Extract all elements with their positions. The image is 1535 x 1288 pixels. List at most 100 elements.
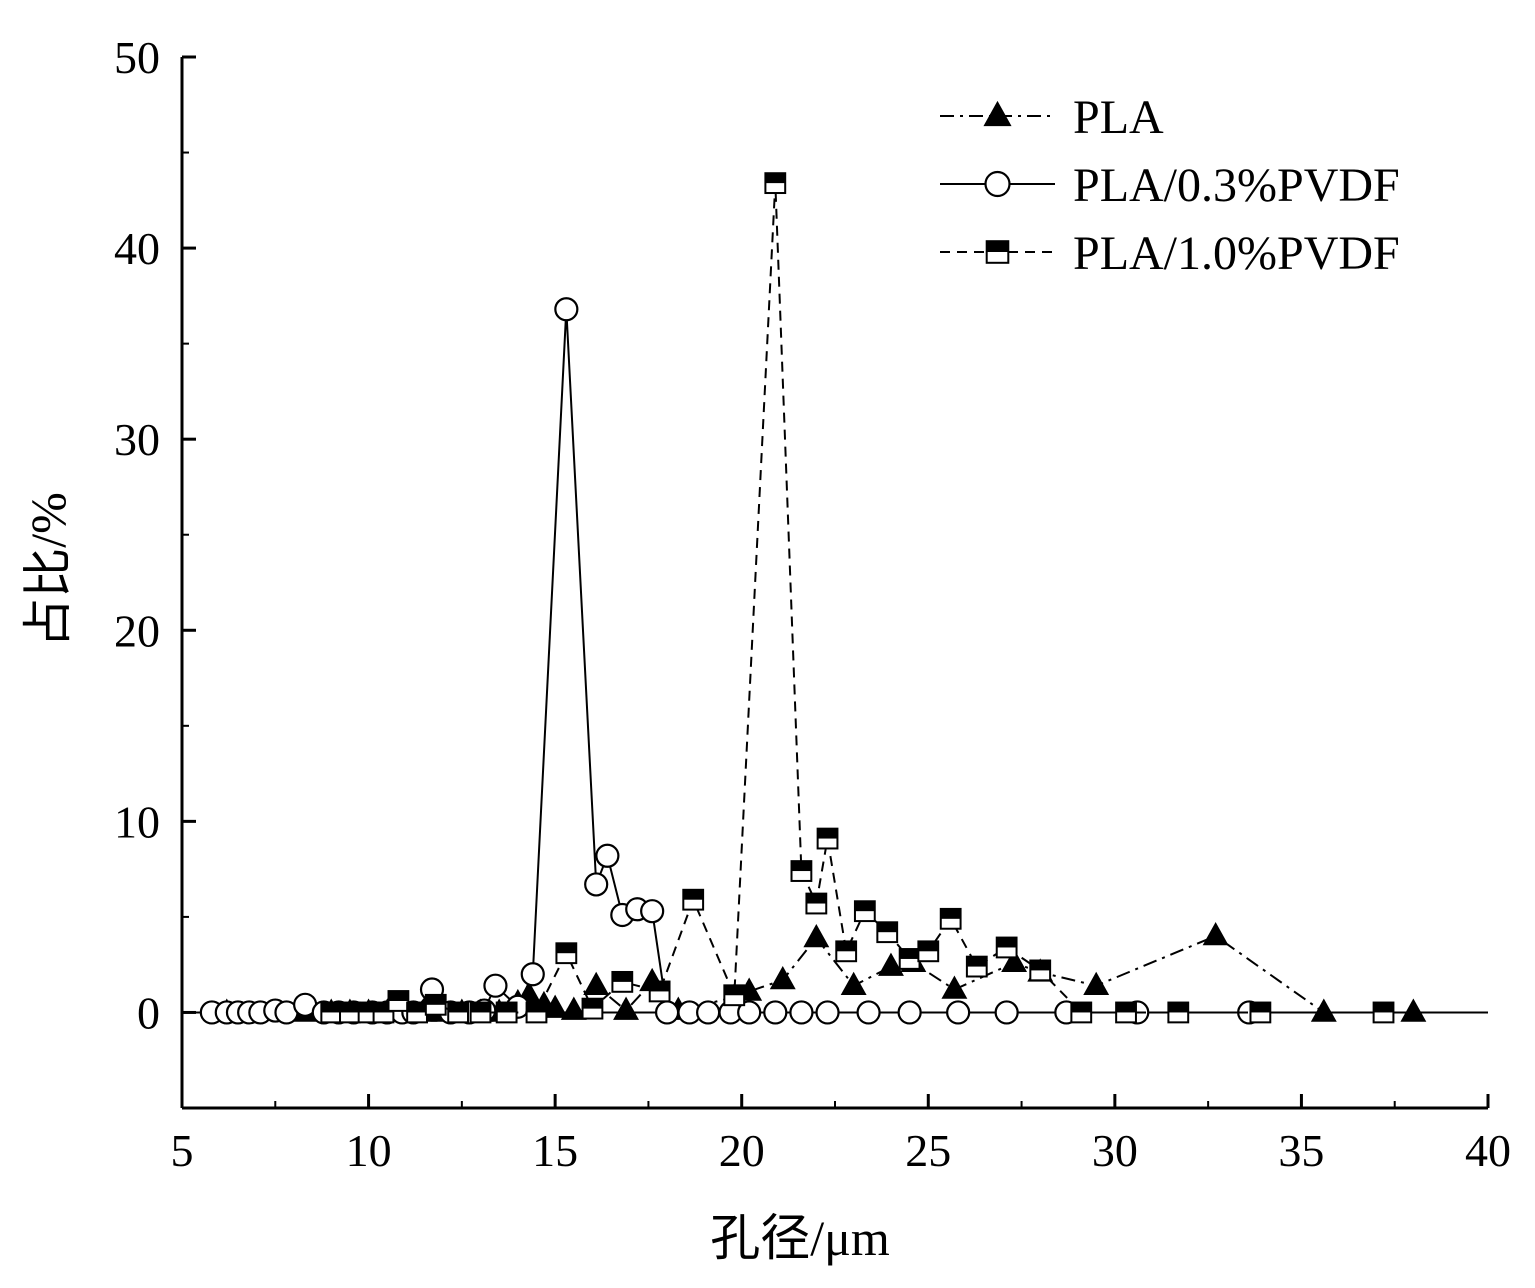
data-point-fill <box>806 893 827 904</box>
data-point <box>769 965 796 990</box>
data-point <box>696 1000 721 1025</box>
data-point <box>939 907 962 930</box>
data-point <box>1400 998 1427 1022</box>
data-point <box>737 1000 762 1025</box>
data-point <box>520 962 545 987</box>
data-point-fill <box>996 937 1017 948</box>
data-point-fill <box>556 943 577 954</box>
data-point-fill <box>388 991 409 1001</box>
data-point-fill <box>1250 1002 1271 1013</box>
data-point-fill <box>407 1002 427 1013</box>
data-point <box>876 921 899 944</box>
data-point <box>555 942 578 965</box>
x-tick-label: 30 <box>1092 1125 1138 1176</box>
x-tick-label: 40 <box>1465 1125 1511 1176</box>
data-point-fill <box>1030 960 1051 971</box>
data-point <box>648 980 671 1003</box>
data-point <box>790 860 813 882</box>
data-point-fill <box>836 941 857 952</box>
data-point <box>554 297 579 322</box>
data-point <box>1372 1001 1395 1024</box>
data-point <box>447 1001 470 1024</box>
data-point-fill <box>765 173 786 184</box>
data-point-fill <box>582 998 603 1009</box>
data-point-fill <box>854 901 875 912</box>
data-point <box>840 971 867 995</box>
legend-marker <box>983 100 1012 127</box>
data-point-fill <box>526 1002 547 1013</box>
data-point <box>856 1000 881 1025</box>
data-point <box>965 955 988 978</box>
series-2 <box>320 172 1395 1024</box>
legend-marker <box>985 240 1010 264</box>
data-point-fill <box>1071 1002 1092 1013</box>
y-tick-label: 20 <box>114 605 160 656</box>
data-point-fill <box>940 908 961 919</box>
data-point <box>805 892 828 915</box>
data-point <box>994 1000 1019 1025</box>
series-line <box>211 309 1250 1014</box>
data-point-fill <box>724 985 745 996</box>
x-tick-label: 35 <box>1278 1125 1324 1176</box>
data-point <box>898 948 921 970</box>
data-point <box>339 1001 361 1024</box>
data-point <box>611 970 634 993</box>
y-tick-label: 0 <box>137 987 160 1038</box>
x-tick-label: 20 <box>719 1125 765 1176</box>
data-point <box>595 843 620 868</box>
data-point-fill <box>448 1002 469 1013</box>
data-point <box>878 952 904 976</box>
data-point <box>1029 959 1052 982</box>
x-axis-label: 孔径/μm <box>710 1210 890 1266</box>
data-point <box>483 973 508 998</box>
data-point <box>654 1000 680 1025</box>
x-tick-label: 5 <box>171 1125 194 1176</box>
data-point <box>1310 998 1337 1022</box>
data-point-fill <box>791 861 812 872</box>
data-point-fill <box>877 922 898 933</box>
data-point-fill <box>470 1002 491 1013</box>
data-point <box>583 971 610 995</box>
legend-marker-fill <box>986 241 1009 252</box>
x-tick-label: 10 <box>346 1125 392 1176</box>
data-point-fill <box>683 889 704 900</box>
data-point <box>424 993 447 1016</box>
data-point-fill <box>1168 1002 1189 1013</box>
data-point <box>1070 1001 1093 1024</box>
data-point-fill <box>817 828 838 839</box>
series-1 <box>199 297 1262 1025</box>
data-point-fill <box>1116 1002 1136 1013</box>
data-point <box>525 1001 548 1024</box>
axes: 5 10 15 20 25 30 35 40 0 10 20 30 40 50 <box>114 32 1511 1176</box>
data-point <box>803 923 830 948</box>
data-point <box>1202 922 1229 946</box>
data-point <box>1167 1001 1190 1024</box>
data-point <box>815 1000 840 1025</box>
data-point <box>764 172 787 195</box>
data-point-fill <box>918 941 939 952</box>
data-point <box>387 990 410 1012</box>
data-point-fill <box>649 981 670 992</box>
y-axis-label: 占比/% <box>20 492 76 648</box>
data-point <box>789 1000 814 1025</box>
data-point <box>816 827 839 850</box>
data-point <box>941 975 968 999</box>
data-point <box>584 872 609 897</box>
data-point <box>1001 948 1028 973</box>
data-point-fill <box>340 1002 360 1013</box>
legend-label: PLA/0.3%PVDF <box>1073 159 1400 212</box>
y-tick-label: 30 <box>114 414 160 465</box>
data-point <box>946 1000 971 1025</box>
data-point-fill <box>425 994 446 1005</box>
data-point <box>1083 971 1110 995</box>
series-layer <box>199 172 1427 1025</box>
data-point <box>1249 1001 1272 1024</box>
x-tick-label: 15 <box>532 1125 578 1176</box>
data-point <box>613 996 639 1020</box>
data-point <box>560 996 587 1020</box>
legend-label: PLA <box>1073 91 1164 144</box>
y-tick-label: 40 <box>114 223 160 274</box>
legend-label: PLA/1.0%PVDF <box>1073 227 1400 280</box>
data-point <box>917 940 940 963</box>
